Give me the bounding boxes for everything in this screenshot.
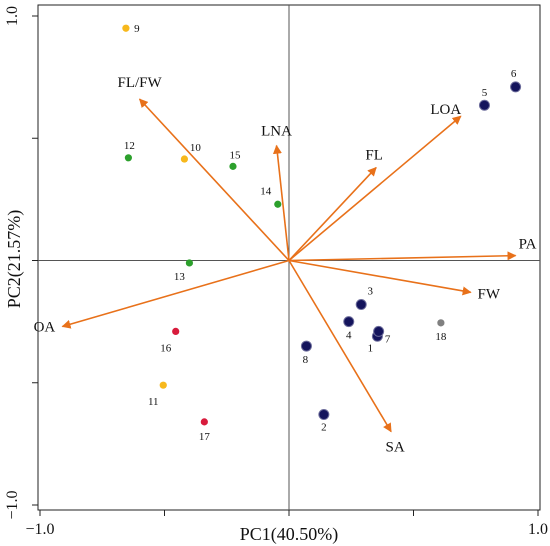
vector-label: LNA (261, 124, 292, 140)
point-6 (510, 81, 522, 93)
point-8 (300, 340, 312, 352)
vector-sa (288, 260, 392, 433)
point-3 (355, 299, 367, 311)
point-label: 2 (321, 422, 327, 434)
point-label: 16 (160, 342, 172, 354)
x-tick-label: 1.0 (528, 521, 548, 538)
point-7 (373, 325, 385, 337)
vector-oa (61, 259, 290, 329)
point-11 (159, 381, 167, 389)
vector-loa (288, 115, 462, 262)
vector-label: SA (385, 440, 404, 456)
y-tick-label: 1.0 (4, 6, 21, 26)
point-label: 13 (174, 271, 186, 283)
y-axis-title: PC2(21.57%) (4, 210, 25, 309)
vector-fl (288, 166, 377, 262)
point-10 (180, 155, 189, 163)
point-label: 8 (303, 354, 309, 366)
vector-label: OA (34, 320, 56, 336)
point-4 (343, 316, 355, 328)
vector-label: FL/FW (118, 75, 163, 91)
axis-ticks: −1.0 1.0 −1.0 1.0 (4, 6, 548, 538)
point-label: 11 (148, 396, 159, 408)
point-5 (478, 99, 490, 111)
vector-fl-fw (138, 98, 290, 262)
point-2 (318, 409, 330, 421)
point-label: 6 (511, 68, 517, 80)
point-label: 5 (482, 87, 488, 99)
point-label: 9 (134, 23, 140, 35)
vector-label: LOA (430, 102, 461, 118)
point-14 (274, 200, 282, 208)
x-axis-title: PC1(40.50%) (240, 524, 339, 545)
point-9 (122, 24, 130, 32)
vector-fw (288, 259, 472, 296)
vector-label: PA (519, 237, 537, 253)
point-13 (185, 259, 193, 267)
point-label: 15 (229, 149, 241, 161)
point-label: 10 (190, 142, 202, 154)
point-label: 12 (124, 140, 135, 152)
point-label: 1 (368, 342, 374, 354)
point-12 (124, 154, 132, 162)
point-16 (172, 327, 180, 336)
vector-lna (272, 144, 290, 261)
point-17 (200, 418, 208, 426)
point-label: 17 (199, 431, 211, 443)
point-label: 3 (367, 286, 373, 298)
vector-label: FL (365, 148, 383, 164)
vector-pa (288, 251, 517, 262)
vector-label: FW (478, 286, 501, 302)
point-label: 14 (260, 185, 272, 197)
point-label: 4 (346, 330, 352, 342)
point-label: 18 (435, 331, 447, 343)
loading-vectors: FL/FW LNA LOA FL PA FW SA OA (34, 75, 537, 456)
x-tick-label: −1.0 (25, 521, 54, 538)
y-tick-label: −1.0 (4, 490, 21, 519)
point-15 (229, 162, 237, 170)
point-18 (437, 319, 445, 327)
point-label: 7 (385, 333, 391, 345)
